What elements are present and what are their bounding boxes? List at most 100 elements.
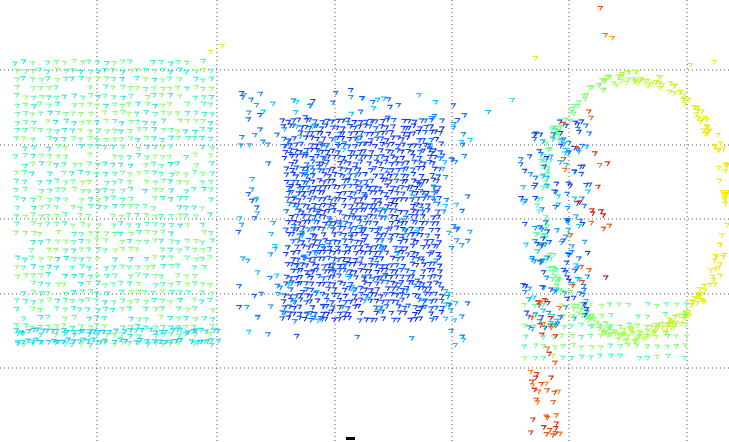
data-point <box>625 70 631 76</box>
data-point <box>509 97 516 103</box>
data-point <box>159 282 166 287</box>
data-point <box>400 263 407 269</box>
data-point <box>184 111 191 116</box>
data-point <box>530 295 537 301</box>
data-point <box>192 119 199 124</box>
data-point <box>316 213 323 219</box>
data-point <box>377 275 384 281</box>
data-point <box>167 332 174 337</box>
data-point <box>587 302 594 307</box>
data-point <box>549 135 556 141</box>
data-point <box>272 246 279 252</box>
data-point <box>670 91 677 96</box>
data-point <box>561 151 568 157</box>
data-point <box>256 112 263 118</box>
data-point <box>269 101 276 107</box>
data-point <box>341 311 348 317</box>
data-point <box>366 124 373 129</box>
data-point <box>378 207 385 213</box>
data-point <box>563 234 569 240</box>
data-point <box>207 49 214 55</box>
data-point <box>293 165 300 171</box>
data-point <box>319 291 326 297</box>
data-point <box>30 230 37 236</box>
data-point <box>565 141 572 146</box>
data-point <box>144 342 151 347</box>
data-point <box>409 232 416 237</box>
data-point <box>298 125 305 131</box>
data-point <box>407 184 414 190</box>
data-point <box>46 161 53 166</box>
data-point <box>633 69 640 75</box>
data-point <box>325 208 332 214</box>
data-point <box>71 163 78 168</box>
data-point <box>404 135 411 141</box>
data-point <box>426 286 433 292</box>
data-point <box>184 223 191 228</box>
data-point <box>299 262 305 267</box>
data-point <box>201 340 208 345</box>
data-point <box>127 128 134 134</box>
data-point <box>419 274 426 280</box>
data-point <box>323 304 330 309</box>
data-point <box>612 329 619 334</box>
data-point <box>303 147 310 153</box>
data-point <box>167 61 174 67</box>
data-point <box>404 160 411 166</box>
data-point <box>152 273 159 279</box>
data-point <box>550 252 557 258</box>
data-point <box>102 161 108 167</box>
data-point <box>132 328 139 334</box>
data-point <box>433 258 440 264</box>
data-point <box>323 297 330 303</box>
data-point <box>167 144 174 149</box>
data-point <box>61 221 68 226</box>
data-point <box>78 273 85 279</box>
data-point <box>624 343 631 348</box>
data-point <box>125 212 132 218</box>
data-point <box>93 238 100 243</box>
data-point <box>149 264 156 270</box>
data-point <box>610 81 617 86</box>
data-point <box>54 77 61 83</box>
data-point <box>539 174 546 179</box>
data-point <box>291 136 298 141</box>
data-point <box>678 321 685 327</box>
data-point <box>382 192 389 197</box>
data-point <box>184 330 191 336</box>
data-point <box>569 244 576 249</box>
data-point <box>388 233 395 239</box>
data-point <box>144 229 151 235</box>
data-point <box>347 183 354 189</box>
data-point <box>136 230 143 235</box>
data-point <box>152 222 158 227</box>
data-point <box>46 128 53 134</box>
data-point <box>294 244 301 250</box>
data-point <box>571 169 578 174</box>
data-point <box>346 195 353 201</box>
data-point <box>119 59 126 65</box>
data-point <box>672 83 679 89</box>
data-point <box>578 171 585 177</box>
data-point <box>715 265 722 271</box>
data-point <box>103 196 110 202</box>
data-point <box>326 174 333 179</box>
data-point <box>167 179 174 184</box>
data-point <box>389 280 396 286</box>
data-point <box>374 269 381 275</box>
data-point <box>300 195 307 201</box>
data-point <box>450 125 457 131</box>
data-point <box>46 188 53 194</box>
data-point <box>574 126 581 132</box>
data-point <box>328 224 335 230</box>
data-point <box>182 195 189 201</box>
data-point <box>37 127 44 133</box>
data-point <box>85 297 92 303</box>
data-point <box>703 125 710 130</box>
data-point <box>201 112 208 117</box>
data-point <box>315 164 322 170</box>
data-point <box>384 204 391 209</box>
data-point <box>304 293 311 299</box>
data-point <box>571 268 578 274</box>
